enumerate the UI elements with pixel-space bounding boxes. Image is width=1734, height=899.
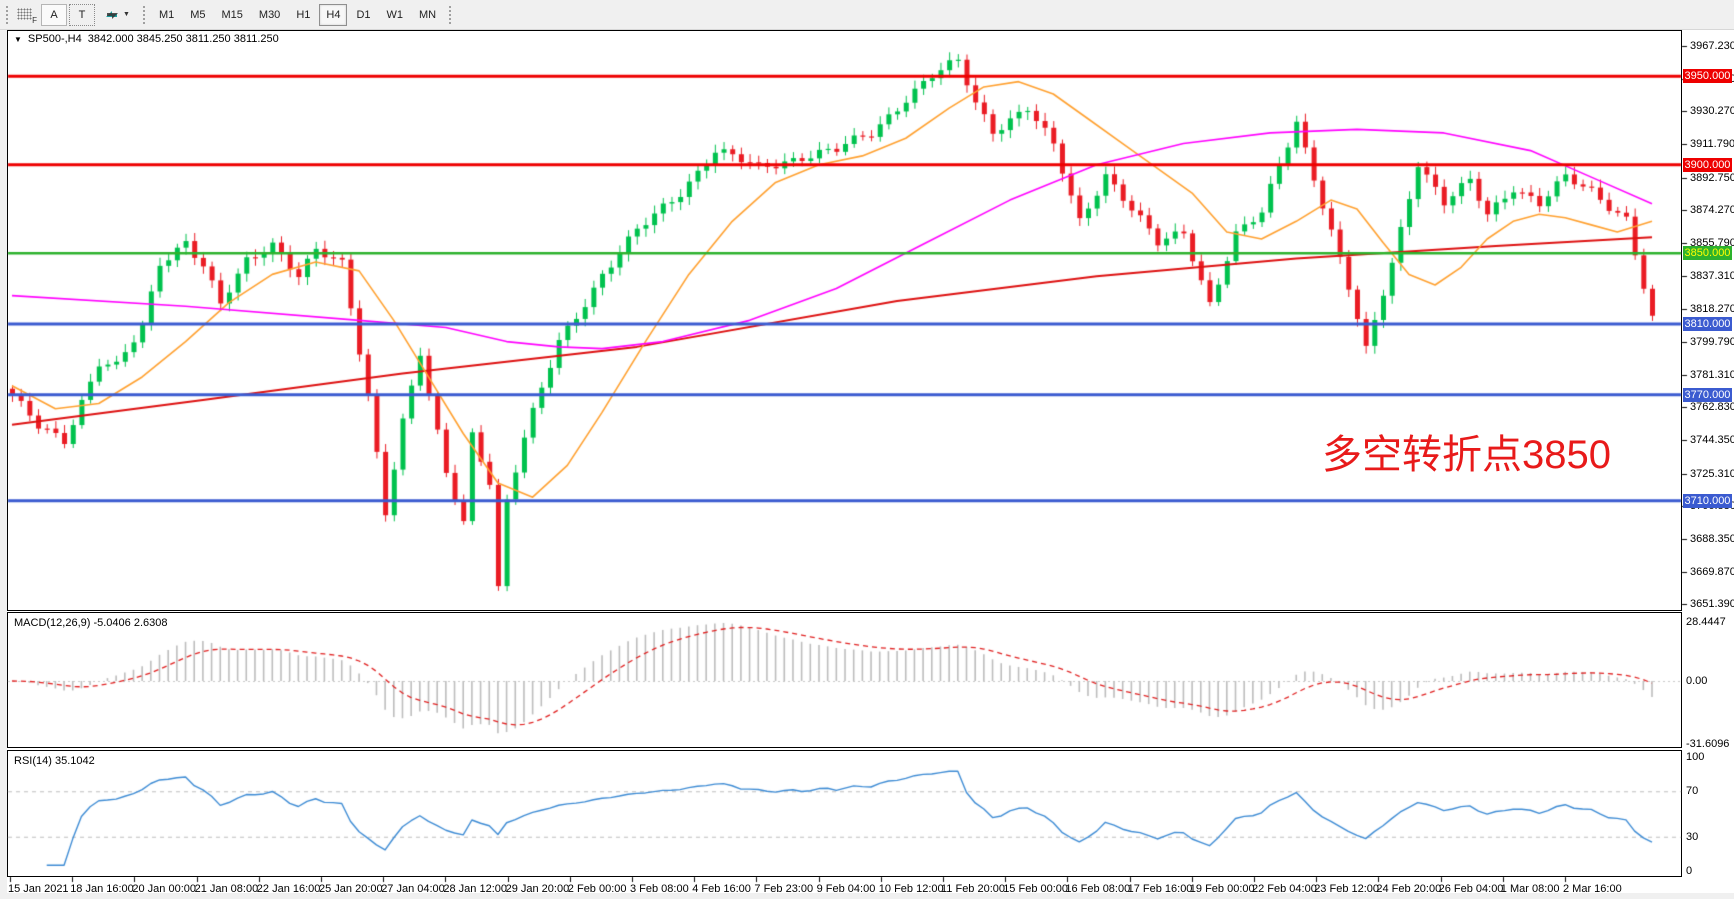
price-level-badge: 3810.000	[1683, 316, 1732, 331]
time-tick-label: 27 Jan 04:00	[381, 883, 445, 895]
time-tick-label: 10 Feb 12:00	[878, 883, 944, 895]
time-tick-label: 2 Mar 16:00	[1563, 883, 1622, 895]
time-tick-label: 22 Jan 16:00	[256, 883, 321, 895]
price-tick-label: 3892.750	[1690, 171, 1734, 184]
price-tick-label: 3781.310	[1690, 368, 1734, 381]
price-level-badge: 3710.000	[1683, 493, 1732, 508]
price-tick-label: 3818.270	[1690, 303, 1734, 316]
time-tick-label: 15 Feb 00:00	[1003, 883, 1069, 895]
time-tick-label: 7 Feb 23:00	[754, 883, 814, 895]
time-tick-label: 22 Feb 04:00	[1252, 883, 1317, 895]
time-tick-label: 19 Feb 00:00	[1189, 883, 1255, 895]
rsi-axis-label: 0	[1686, 865, 1693, 877]
price-tick-label: 3837.310	[1690, 269, 1734, 282]
rsi-axis-label: 70	[1686, 785, 1699, 798]
time-tick-label: 1 Mar 08:00	[1500, 883, 1560, 895]
price-level-badge: 3770.000	[1683, 387, 1732, 402]
price-tick-label: 3725.310	[1690, 467, 1734, 480]
macd-axis-label: 0.00	[1686, 675, 1708, 687]
price-level-badge: 3850.000	[1683, 246, 1732, 261]
time-tick-label: 23 Feb 12:00	[1314, 883, 1380, 895]
macd-axis-label: -31.6096	[1686, 738, 1730, 750]
time-tick-label: 20 Jan 00:00	[132, 883, 197, 895]
ohlc-values: 3842.000 3845.250 3811.250 3811.250	[87, 33, 279, 45]
rsi-label: RSI(14) 35.1042	[14, 755, 95, 767]
price-tick-label: 3911.790	[1690, 137, 1734, 150]
symbol-dropdown-icon[interactable]: ▼	[14, 34, 22, 44]
time-tick-label: 26 Feb 04:00	[1438, 883, 1504, 895]
rsi-axis-label: 30	[1686, 830, 1699, 843]
time-tick-label: 15 Jan 2021	[8, 883, 69, 895]
time-tick-label: 2 Feb 00:00	[567, 883, 627, 895]
time-tick-label: 4 Feb 16:00	[692, 883, 751, 895]
chart-annotation-text: 多空转折点3850	[1322, 433, 1611, 477]
time-axis[interactable]	[7, 877, 1682, 899]
time-tick-label: 16 Feb 08:00	[1065, 883, 1131, 895]
price-tick-label: 3874.270	[1690, 204, 1734, 217]
price-tick-label: 3799.790	[1690, 335, 1734, 348]
symbol-period-label: SP500-,H4	[27, 33, 82, 45]
time-tick-label: 29 Jan 20:00	[505, 883, 570, 895]
time-tick-label: 3 Feb 08:00	[630, 883, 689, 895]
price-tick-label: 3762.830	[1690, 401, 1734, 414]
time-tick-label: 24 Feb 20:00	[1376, 883, 1442, 895]
time-tick-label: 9 Feb 04:00	[816, 883, 876, 895]
rsi-axis-label: 100	[1686, 751, 1705, 763]
price-tick-label: 3930.270	[1690, 105, 1734, 118]
price-tick-label: 3855.790	[1690, 236, 1734, 249]
time-tick-label: 28 Jan 12:00	[443, 883, 508, 895]
time-tick-label: 25 Jan 20:00	[319, 883, 383, 895]
macd-label: MACD(12,26,9) -5.0406 2.6308	[14, 617, 168, 629]
time-tick-label: 18 Jan 16:00	[70, 883, 134, 895]
time-tick-label: 17 Feb 16:00	[1127, 883, 1193, 895]
price-tick-label: 3744.350	[1690, 433, 1734, 446]
chart-title[interactable]: ▼ SP500-,H4 3842.000 3845.250 3811.250 3…	[14, 33, 279, 45]
macd-axis-label: 28.4447	[1686, 615, 1726, 628]
price-level-badge: 3900.000	[1683, 157, 1732, 172]
price-tick-label: 3651.390	[1690, 598, 1734, 611]
price-level-badge: 3950.000	[1683, 69, 1732, 84]
price-tick-label: 3688.350	[1690, 533, 1734, 546]
price-tick-label: 3967.230	[1690, 39, 1734, 52]
time-tick-label: 21 Jan 08:00	[194, 883, 259, 895]
price-tick-label: 3669.870	[1690, 565, 1734, 578]
time-tick-label: 11 Feb 20:00	[941, 883, 1006, 895]
